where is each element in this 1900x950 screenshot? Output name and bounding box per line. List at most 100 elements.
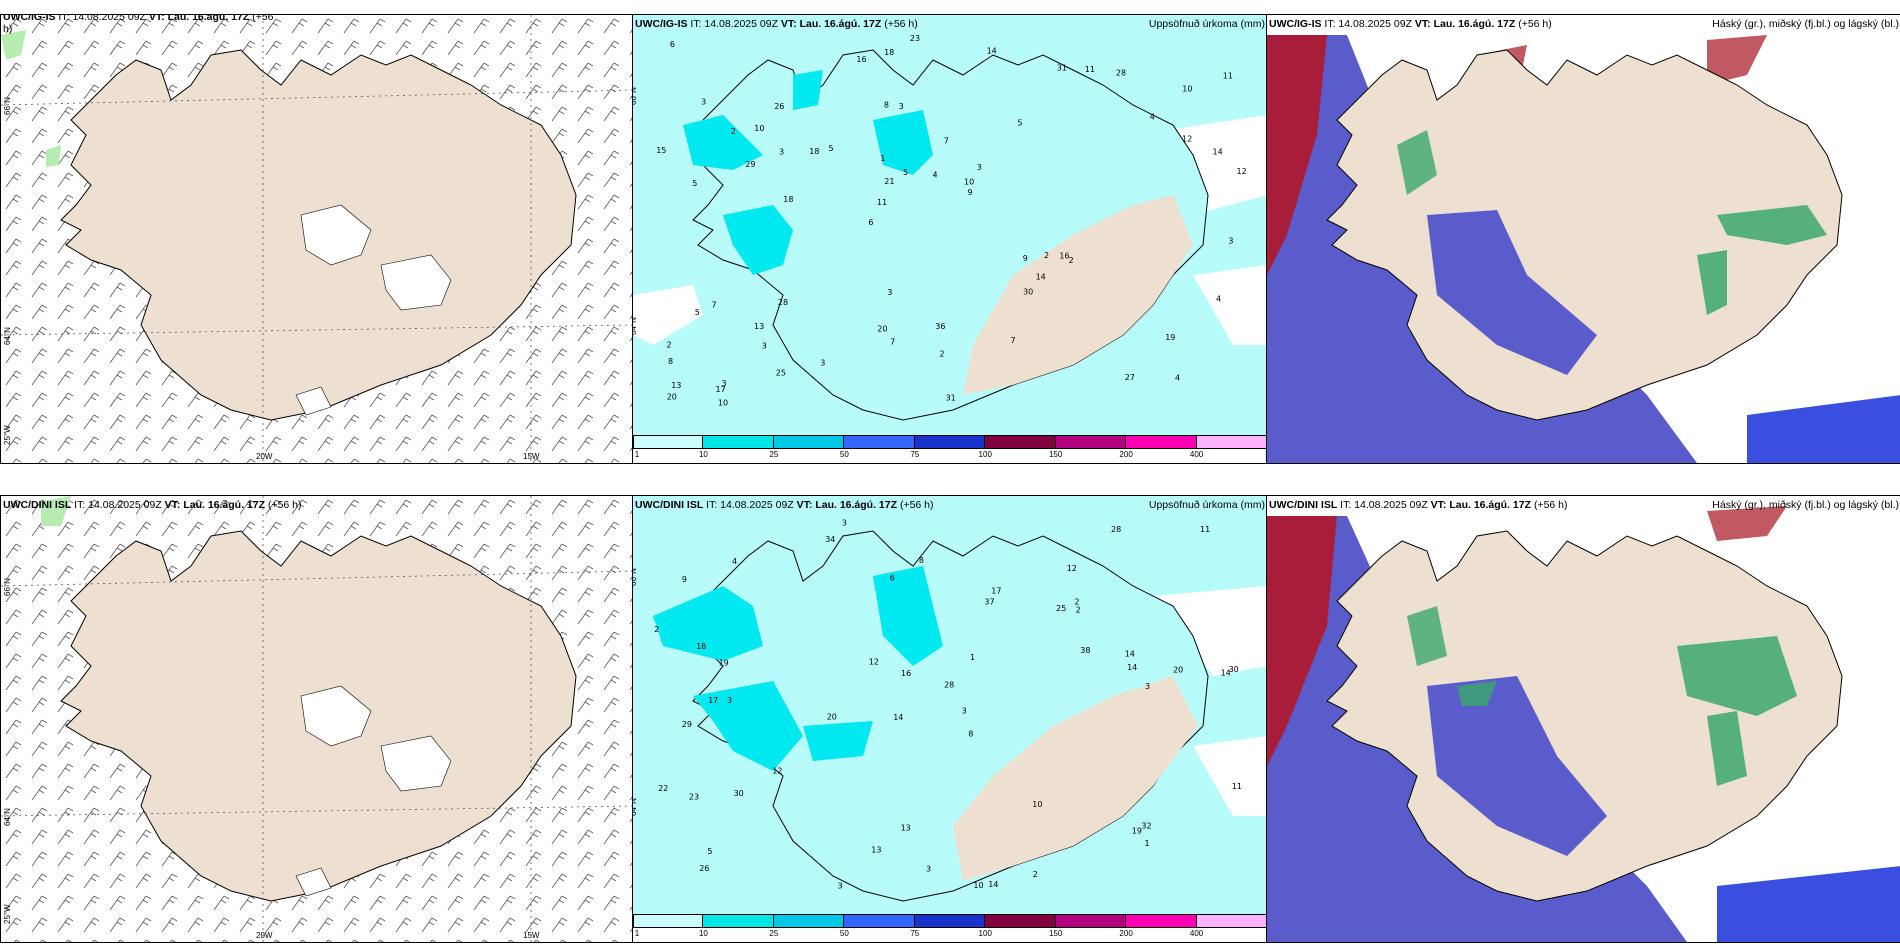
precip-value-label: 10 [1182, 85, 1192, 94]
precip-value-label: 5 [692, 179, 697, 188]
legend-label: 1 [634, 929, 640, 938]
lat-label-64: 64°N [632, 798, 638, 816]
precip-map [633, 496, 1267, 942]
precip-value-label: 17 [991, 586, 1001, 595]
legend-swatch [1126, 914, 1197, 928]
precip-value-label: 13 [871, 846, 881, 855]
legend-label: 150 [1048, 450, 1063, 459]
precip-value-label: 7 [944, 137, 949, 146]
precip-value-label: 11 [1085, 65, 1095, 74]
precip-value-label: 3 [1145, 682, 1150, 691]
precip-value-label: 17 [716, 385, 726, 394]
lon-label-25: 25°W [3, 425, 12, 445]
precip-value-label: 9 [1023, 254, 1028, 263]
lat-label-66: 66°N [632, 568, 638, 586]
precip-value-label: 11 [877, 198, 887, 207]
precip-value-label: 1 [1145, 839, 1150, 848]
legend-swatch [1126, 435, 1197, 449]
wind-map [1, 15, 633, 463]
precip-value-label: 9 [968, 188, 973, 197]
precip-value-label: 29 [745, 160, 755, 169]
precip-value-label: 30 [1229, 665, 1239, 674]
precip-value-label: 11 [1200, 525, 1210, 534]
legend-label: 1 [634, 450, 640, 459]
precip-value-label: 2 [1075, 597, 1080, 606]
panel-subtitle: Háský (gr.), miðský (fj.bl.) og lágský (… [1712, 18, 1899, 30]
precip-value-label: 1 [880, 154, 885, 163]
precip-value-label: 4 [1175, 373, 1180, 382]
precip-value-label: 3 [1228, 237, 1233, 246]
legend-label: 25 [769, 929, 779, 938]
precip-value-label: 2 [1044, 251, 1049, 260]
precip-value-label: 7 [1011, 336, 1016, 345]
precip-value-label: 2 [1033, 870, 1038, 879]
precip-value-label: 4 [1150, 112, 1155, 121]
precip-value-label: 19 [719, 658, 729, 667]
legend-swatch [1055, 435, 1127, 449]
legend-label: 100 [978, 450, 992, 459]
precip-value-label: 5 [1017, 118, 1022, 127]
panel-title: UWC/IG-IS IT: 14.08.2025 09Z VT: Lau. 16… [3, 14, 274, 35]
lat-label-66: 66°N [3, 97, 12, 115]
legend-swatch [844, 435, 915, 449]
precip-value-label: 16 [1059, 251, 1069, 260]
precip-value-label: 11 [1223, 72, 1233, 81]
panel-subtitle: Háský (gr.), miðský (fj.bl.) og lágský (… [1712, 499, 1899, 511]
precip-value-label: 10 [964, 178, 974, 187]
precip-value-label: 18 [696, 642, 706, 651]
precip-value-label: 29 [682, 720, 692, 729]
precip-value-label: 3 [820, 359, 825, 368]
precip-value-label: 7 [712, 300, 717, 309]
legend-label: 50 [839, 929, 849, 938]
legend-label: 200 [1119, 929, 1133, 938]
precip-value-label: 14 [1125, 650, 1135, 659]
wind-map [1, 496, 633, 942]
precip-value-label: 8 [919, 556, 924, 565]
precip-value-label: 3 [779, 148, 784, 157]
legend-swatch [703, 914, 774, 928]
legend-swatch [844, 914, 915, 928]
precip-value-label: 3 [899, 102, 904, 111]
precip-value-label: 2 [1069, 256, 1074, 265]
precip-value-label: 34 [825, 535, 835, 544]
precip-value-label: 20 [877, 325, 887, 334]
precip-value-label: 17 [708, 696, 718, 705]
precip-value-label: 38 [1080, 646, 1090, 655]
legend-label: 10 [698, 450, 708, 459]
legend-label: 100 [978, 929, 992, 938]
precip-value-label: 6 [670, 40, 675, 49]
legend-label: 150 [1048, 929, 1063, 938]
precip-value-label: 12 [869, 658, 879, 667]
legend-swatch [703, 435, 774, 449]
precip-value-label: 19 [1165, 333, 1175, 342]
precip-value-label: 7 [890, 337, 895, 346]
precip-value-label: 6 [868, 218, 873, 227]
lat-label-64: 64°N [3, 327, 12, 345]
precip-value-label: 10 [754, 124, 764, 133]
precip-value-label: 3 [721, 379, 726, 388]
precip-value-label: 13 [901, 824, 911, 833]
precip-value-label: 8 [668, 357, 673, 366]
precip-values: 4510653877583332318129121120212631282719… [656, 34, 1246, 407]
precip-value-label: 18 [783, 195, 793, 204]
legend-swatch [773, 914, 845, 928]
precip-value-label: 4 [933, 171, 938, 180]
precip-value-label: 31 [946, 393, 956, 402]
cloud-map [1267, 15, 1900, 463]
legend-label: 10 [698, 929, 708, 938]
legend-swatch [773, 435, 845, 449]
precip-value-label: 30 [734, 789, 744, 798]
precip-value-label: 14 [1221, 668, 1231, 677]
precip-value-label: 20 [1173, 665, 1183, 674]
legend-swatch [633, 914, 704, 928]
precip-value-label: 8 [968, 730, 973, 739]
precip-value-label: 3 [926, 865, 931, 874]
legend-label: 400 [1189, 929, 1204, 938]
precip-value-label: 18 [884, 48, 894, 57]
lon-label-15: 15W [523, 452, 540, 461]
lon-label-15: 15W [523, 931, 540, 940]
precip-value-label: 20 [667, 392, 677, 401]
lat-label-64: 64°N [632, 317, 638, 335]
precip-value-label: 32 [1141, 822, 1151, 831]
